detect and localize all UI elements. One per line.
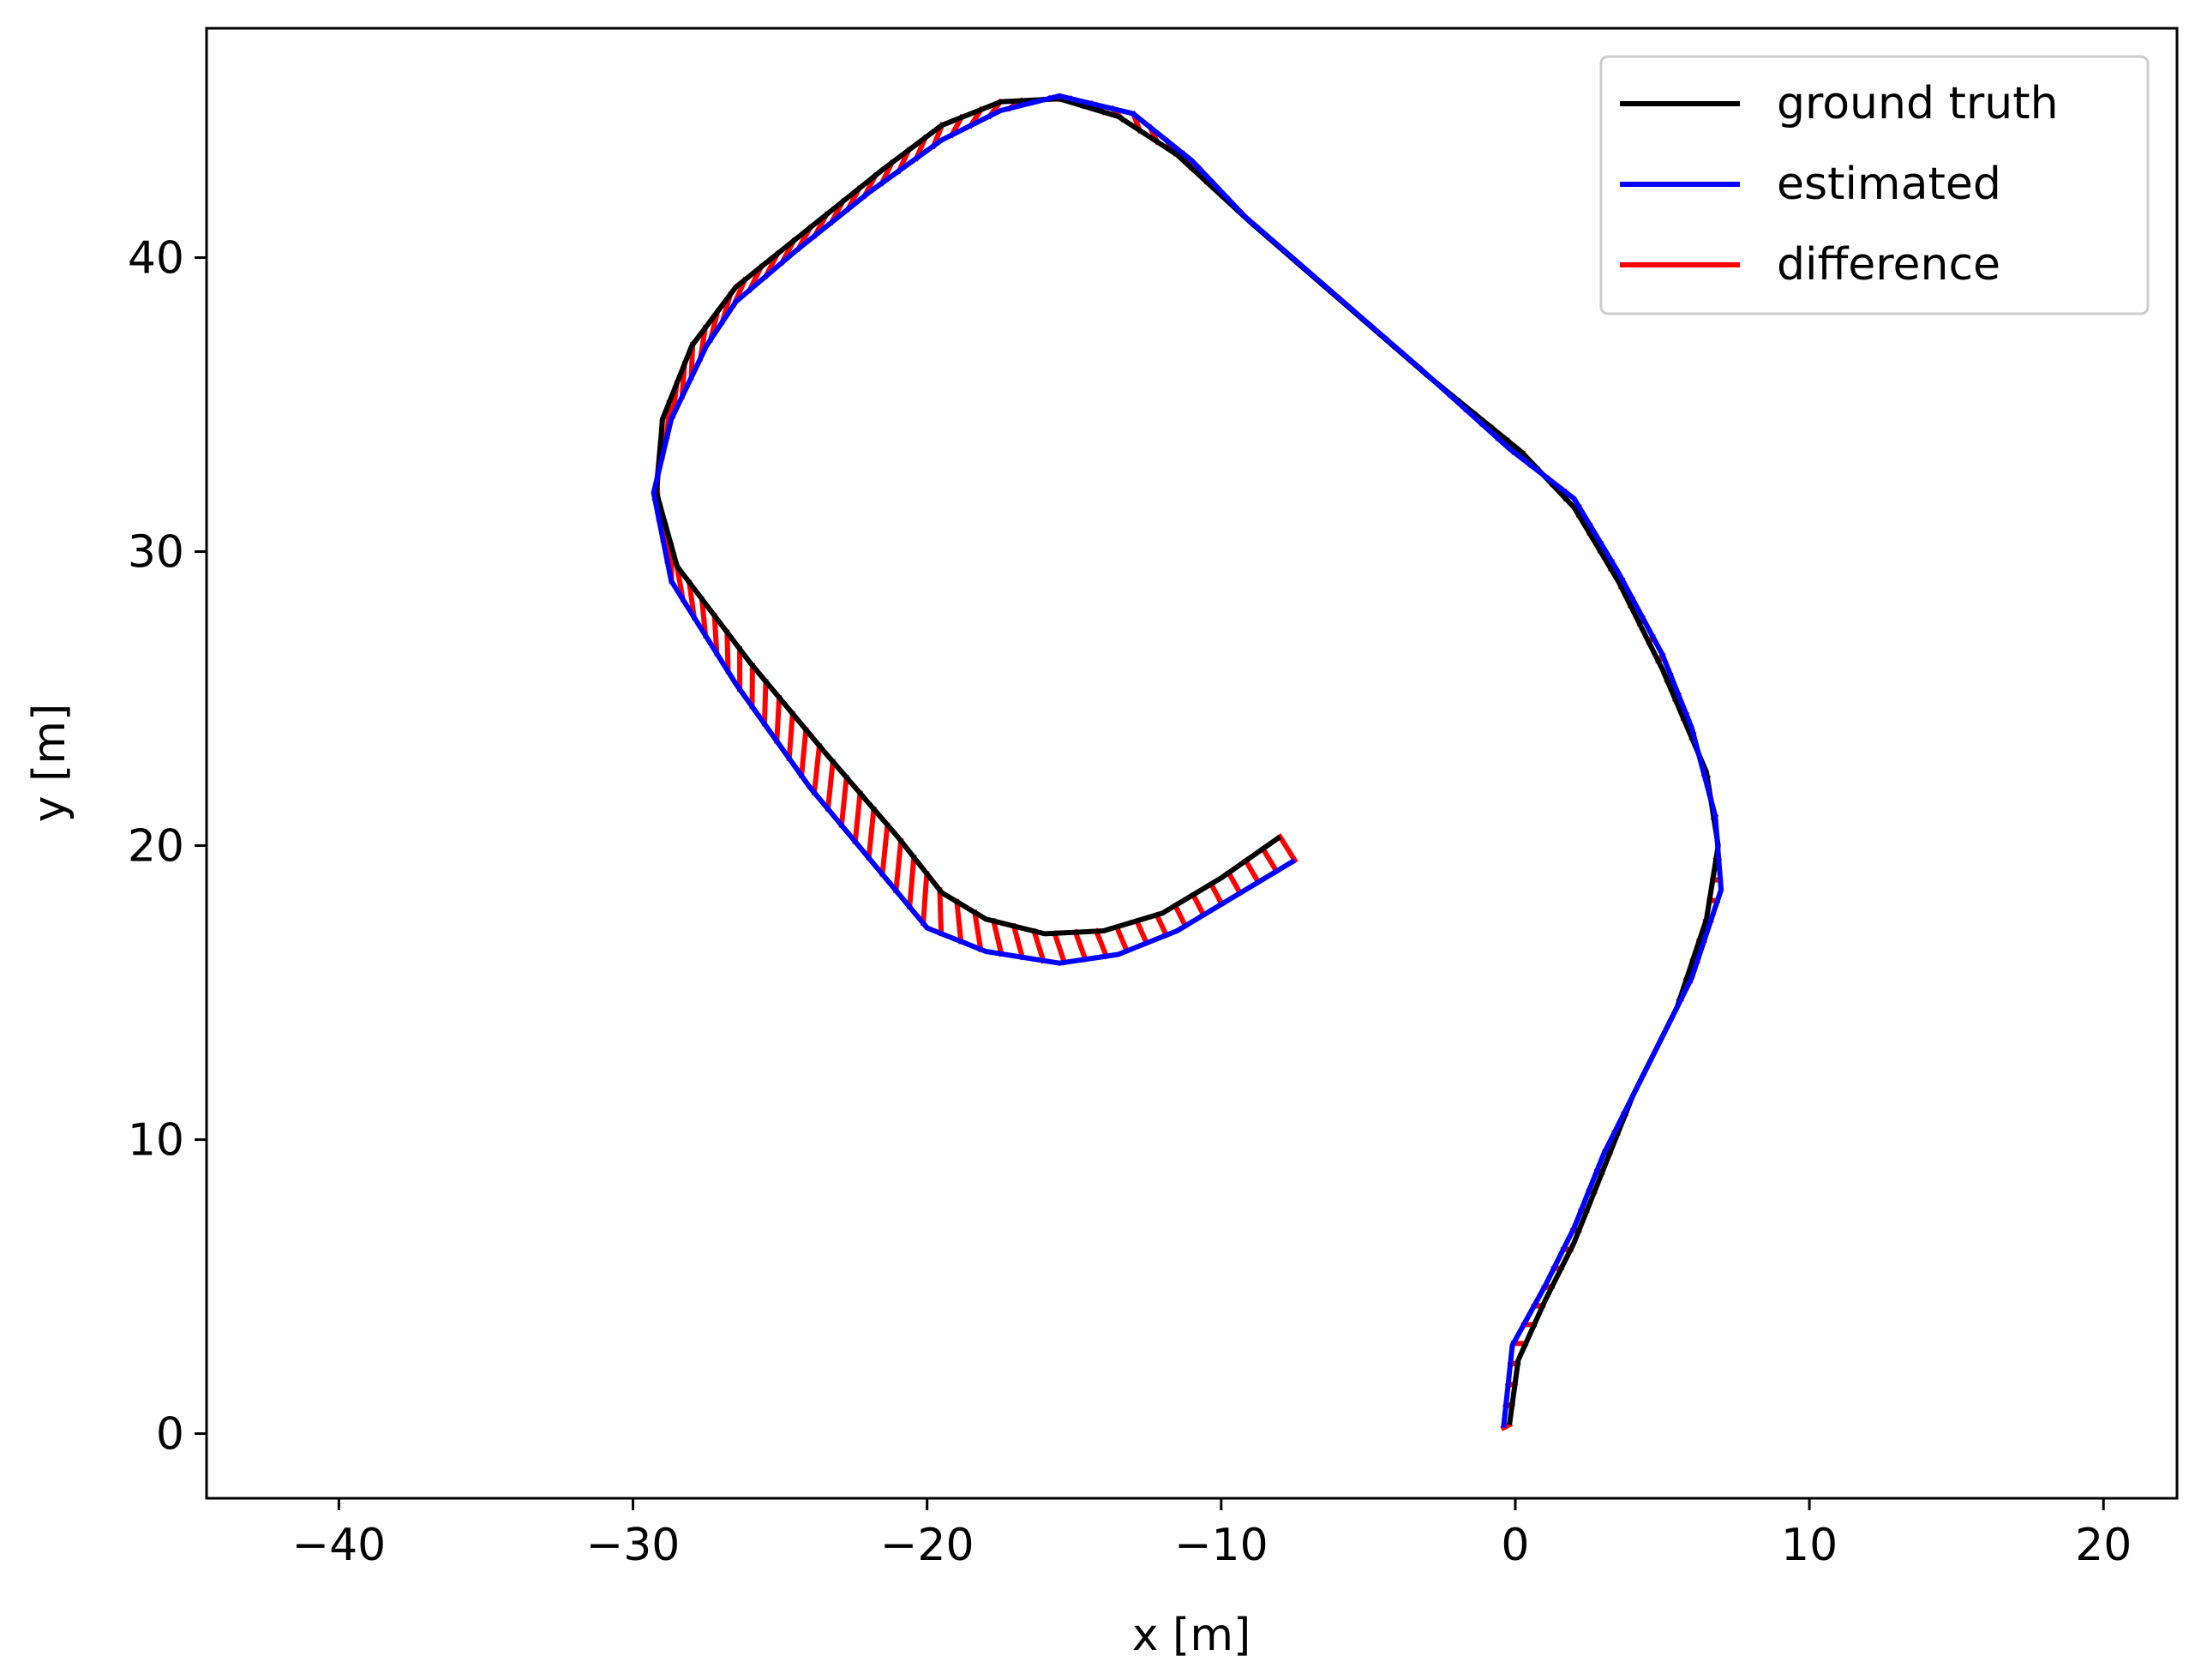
y-tick-label: 30: [128, 527, 184, 579]
legend-box: [1599, 55, 2150, 315]
difference-segment: [811, 742, 823, 796]
difference-segment: [1172, 902, 1190, 930]
difference-segment: [1030, 927, 1047, 964]
y-tick-label: 40: [128, 233, 184, 285]
x-axis-label: x [m]: [1132, 1610, 1251, 1661]
difference-segment: [937, 887, 945, 937]
difference-segment: [761, 679, 769, 727]
difference-segment: [907, 854, 917, 910]
difference-segment: [990, 917, 1005, 957]
x-tick-label: 20: [2075, 1520, 2132, 1571]
difference-segment: [724, 629, 731, 675]
difference-segment: [1072, 928, 1089, 963]
x-tick-label: 10: [1781, 1520, 1838, 1571]
x-tick-label: −20: [880, 1520, 975, 1571]
difference-segment: [711, 613, 720, 657]
difference-segment: [1207, 880, 1226, 908]
y-axis-label: y [m]: [24, 704, 75, 823]
difference-segment: [1153, 911, 1170, 939]
legend-label-estimated: estimated: [1777, 159, 2001, 210]
difference-segment: [852, 790, 863, 845]
difference-segment: [838, 774, 849, 829]
trajectory-series: [651, 93, 1724, 1429]
difference-segment: [879, 822, 891, 878]
x-axis-ticks: −40 −30 −20 −10 0 10 20: [292, 1498, 2132, 1571]
ground-truth-line: [654, 96, 1721, 1425]
difference-segment: [1093, 927, 1110, 960]
difference-segment: [866, 806, 877, 861]
y-tick-label: 20: [128, 821, 184, 873]
difference-segment: [798, 726, 809, 779]
difference-segment: [971, 909, 984, 953]
x-tick-label: −40: [292, 1520, 387, 1571]
plot-frame: [205, 27, 2179, 1500]
difference-segment: [774, 694, 783, 744]
y-axis-ticks: 0 10 20 30 40: [128, 233, 207, 1461]
x-tick-label: −10: [1174, 1520, 1268, 1571]
difference-segment: [699, 596, 709, 639]
legend-label-difference: difference: [1777, 239, 2000, 291]
difference-segment: [1242, 857, 1262, 886]
difference-segment: [893, 837, 904, 894]
difference-segment: [1225, 869, 1244, 897]
y-tick-label: 0: [156, 1409, 184, 1461]
difference-segment: [1011, 922, 1026, 961]
difference-segment: [825, 759, 837, 813]
x-tick-label: −30: [586, 1520, 681, 1571]
y-tick-label: 10: [128, 1115, 184, 1167]
x-tick-label: 0: [1501, 1520, 1529, 1571]
difference-segment: [1133, 917, 1150, 947]
difference-segment: [1051, 930, 1068, 966]
difference-segment: [1190, 891, 1208, 919]
legend-label-ground-truth: ground truth: [1777, 78, 2059, 129]
difference-segment: [1113, 923, 1130, 955]
difference-segment: [1259, 845, 1280, 875]
difference-segment: [1276, 833, 1298, 864]
difference-segment: [954, 898, 964, 945]
plot-content: [651, 93, 1724, 1431]
estimated-line: [651, 93, 1724, 1429]
legend: ground truth estimated difference: [1599, 55, 2150, 315]
difference-segment: [786, 711, 795, 762]
difference-segment: [920, 871, 930, 927]
